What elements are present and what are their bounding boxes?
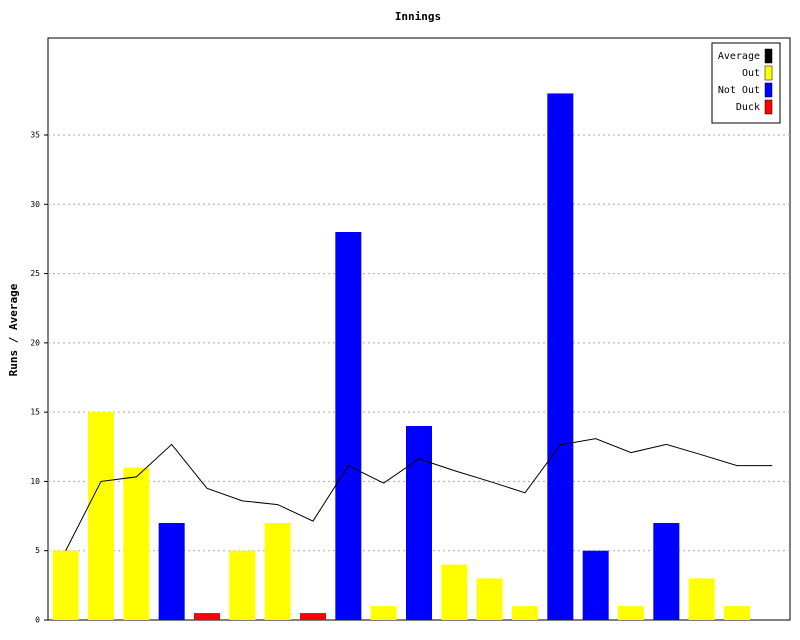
y-tick-label: 0	[35, 616, 40, 625]
bar	[441, 564, 468, 620]
y-axis-label: Runs / Average	[7, 283, 20, 376]
bar	[88, 412, 114, 620]
bar	[123, 467, 150, 620]
bar	[476, 578, 503, 620]
bar	[547, 93, 574, 620]
bar	[264, 523, 291, 620]
legend-label: Not Out	[718, 85, 760, 96]
y-tick-label: 15	[30, 408, 40, 417]
bar	[406, 426, 432, 620]
bar	[370, 606, 397, 620]
bar	[512, 606, 538, 620]
bar	[52, 550, 79, 620]
average-line	[65, 438, 773, 551]
bar	[724, 606, 750, 620]
legend-label: Out	[742, 68, 760, 79]
chart-title: Innings	[395, 10, 441, 23]
bar	[653, 523, 680, 620]
legend-label: Average	[718, 51, 760, 62]
y-tick-label: 20	[30, 338, 40, 347]
legend-label: Duck	[736, 102, 760, 113]
bar	[229, 550, 256, 620]
y-tick-label: 25	[30, 269, 40, 278]
bar	[300, 613, 326, 620]
legend-swatch	[764, 99, 773, 115]
bar	[194, 613, 220, 620]
legend-swatch	[764, 82, 773, 98]
y-tick-label: 30	[30, 200, 40, 209]
y-tick-label: 10	[30, 477, 40, 486]
legend-swatch	[764, 65, 773, 81]
bar	[688, 578, 715, 620]
bar	[618, 606, 644, 620]
bar	[582, 550, 609, 620]
bar	[158, 523, 185, 620]
bar	[335, 232, 362, 620]
y-tick-label: 35	[30, 131, 40, 140]
legend: Average Out Not Out Duck	[711, 42, 781, 124]
y-tick-label: 5	[35, 546, 40, 555]
legend-swatch	[764, 48, 773, 64]
